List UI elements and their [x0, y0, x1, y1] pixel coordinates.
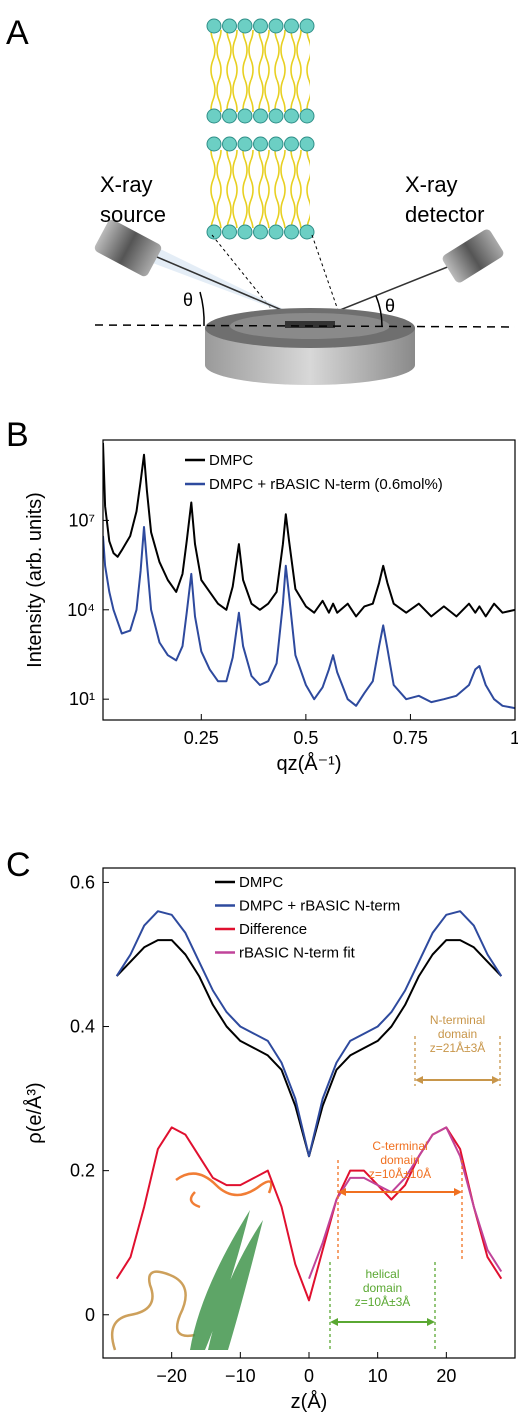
source-label: source — [100, 202, 166, 227]
lipid-head — [299, 136, 315, 152]
detector-label: X-ray — [405, 172, 458, 197]
lipid-head — [237, 108, 253, 124]
annotation-text: domain — [363, 1281, 402, 1295]
x-axis-label: qz(Å⁻¹) — [277, 752, 342, 775]
x-axis-label: z(Å) — [291, 1390, 328, 1412]
y-tick-label: 0.4 — [70, 1017, 95, 1037]
data-line — [115, 910, 503, 1158]
lipid-head — [222, 136, 237, 152]
panel-label: C — [6, 846, 31, 884]
legend-label: DMPC — [239, 874, 283, 891]
angle-arc — [375, 295, 383, 327]
y-tick-label: 10⁴ — [67, 600, 95, 620]
y-tick-label: 0.2 — [70, 1161, 95, 1181]
y-tick-label: 10¹ — [69, 689, 95, 709]
lipid-head — [237, 18, 253, 34]
lipid-head — [284, 136, 299, 152]
lipid-head — [253, 18, 268, 34]
annotation-text: domain — [438, 1027, 477, 1041]
annotation-text: N-terminal — [430, 1013, 485, 1027]
annotation-text: C-terminal — [372, 1139, 427, 1153]
source — [94, 219, 162, 277]
lipid-head — [284, 224, 299, 240]
data-line — [103, 526, 515, 710]
x-tick-label: 0.75 — [393, 728, 428, 748]
data-line — [103, 442, 515, 618]
angle-label: θ — [183, 290, 193, 310]
x-tick-label: 0 — [304, 1366, 314, 1386]
panel-label: B — [6, 416, 29, 454]
x-tick-label: −10 — [225, 1366, 256, 1386]
x-tick-label: −20 — [156, 1366, 187, 1386]
x-tick-label: 1 — [510, 728, 518, 748]
angle-label: θ — [385, 296, 395, 316]
detector — [442, 229, 504, 283]
lipid-head — [268, 108, 284, 124]
annotation-text: z=10Å±10Å — [369, 1166, 431, 1181]
lipid-tails — [210, 30, 310, 112]
lipid-head — [237, 224, 253, 240]
legend-label: DMPC — [209, 452, 253, 469]
x-tick-label: 20 — [436, 1366, 456, 1386]
plot-area — [103, 442, 515, 710]
annotation-text: helical — [365, 1267, 399, 1281]
lipid-head — [299, 108, 315, 124]
plot-frame — [102, 867, 516, 1359]
y-tick-label: 0.6 — [70, 872, 95, 892]
beam — [150, 244, 310, 322]
y-axis-label: Intensity (arb. units) — [24, 492, 46, 668]
lipid-head — [253, 136, 268, 152]
lipid-head — [206, 18, 222, 34]
lipid-head — [253, 108, 268, 124]
legend-label: rBASIC N-term fit — [239, 945, 356, 962]
y-axis-label: ρ(e/Å³) — [23, 1082, 46, 1143]
annotation-text: z=10Å±3Å — [355, 1294, 411, 1309]
lipid-head — [253, 224, 268, 240]
legend-label: Difference — [239, 921, 307, 938]
lipid-head — [299, 18, 315, 34]
source-label: X-ray — [100, 172, 153, 197]
diagram: A θ θ X-ray source X-ray detector — [6, 14, 516, 385]
lipid-head — [222, 108, 237, 124]
lipid-head — [268, 224, 284, 240]
lipid-head — [268, 18, 284, 34]
angle-arc — [199, 291, 205, 327]
x-tick-label: 10 — [368, 1366, 388, 1386]
lipid-head — [206, 136, 222, 152]
annotation-text: domain — [380, 1153, 419, 1167]
lipid-head — [222, 224, 237, 240]
y-tick-label: 0 — [85, 1305, 95, 1325]
detector-label: detector — [405, 202, 485, 227]
lipid-heads — [206, 18, 315, 240]
panel-label: A — [6, 14, 29, 52]
lipid-head — [206, 224, 222, 240]
x-tick-label: 0.25 — [184, 728, 219, 748]
x-tick-label: 0.5 — [293, 728, 318, 748]
lipid-head — [284, 108, 299, 124]
lipid-head — [206, 108, 222, 124]
plot-frame — [102, 439, 516, 721]
lipid-head — [237, 136, 253, 152]
lipid-tails — [210, 150, 310, 228]
legend-label: DMPC + rBASIC N-term — [239, 898, 400, 915]
lipid-head — [222, 18, 237, 34]
y-tick-label: 10⁷ — [68, 510, 95, 530]
sample — [285, 321, 335, 328]
guide — [211, 234, 283, 323]
legend-label: DMPC + rBASIC N-term (0.6mol%) — [209, 476, 443, 493]
lipid-head — [284, 18, 299, 34]
protein-sketch — [110, 1172, 273, 1351]
surface-line — [94, 324, 516, 328]
lipid-head — [268, 136, 284, 152]
plot-area — [115, 910, 503, 1302]
annotation-text: z=21Å±3Å — [430, 1040, 486, 1055]
lipid-head — [299, 224, 315, 240]
